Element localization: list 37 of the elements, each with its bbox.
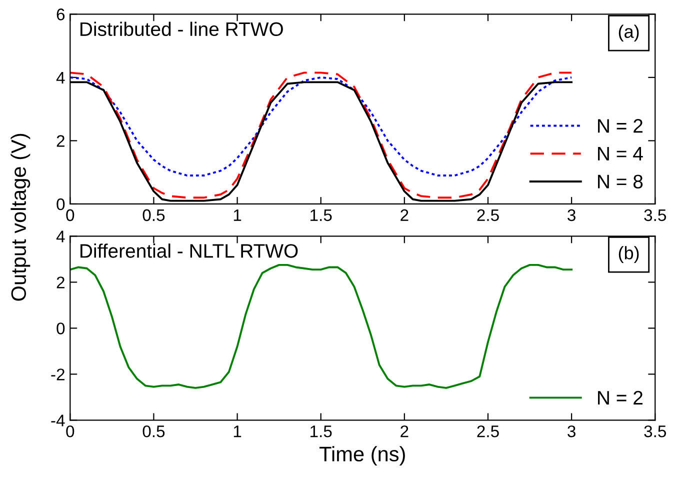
y-tick-label: 2	[56, 276, 64, 288]
chart-title: Differential - NLTL RTWO	[80, 244, 298, 258]
y-tick-label: 0	[56, 322, 65, 334]
x-tick-label: 0.5	[142, 209, 165, 222]
legend-label: N = 2	[598, 119, 642, 133]
x-tick-label: 1.5	[310, 209, 332, 222]
y-tick-label: 0	[56, 198, 65, 210]
y-tick-label: 6	[56, 8, 65, 20]
y-tick-label: -4	[51, 414, 65, 426]
x-tick-label: 0	[66, 425, 74, 438]
y-tick-label: 4	[56, 72, 65, 84]
x-tick-label: 2	[400, 209, 408, 221]
x-tick-label: 1.5	[310, 426, 332, 438]
annotation: (b)	[618, 246, 639, 263]
line-series	[70, 264, 573, 389]
x-tick-label: 2.5	[477, 425, 499, 438]
x-tick-label: 0	[66, 209, 74, 222]
y-tick-label: -2	[51, 368, 64, 380]
y-tick-label: 4	[56, 230, 65, 242]
x-tick-label: 3	[568, 209, 576, 222]
y-axis-title: Output voltage (V)	[10, 134, 30, 301]
x-tick-label: 1	[234, 426, 242, 438]
legend-label: N = 8	[598, 174, 643, 188]
x-tick-label: 2.5	[477, 209, 499, 222]
chart-title: Distributed - line RTWO	[80, 22, 283, 36]
x-tick-label: 2	[400, 425, 408, 438]
x-tick-label: 3	[568, 425, 576, 438]
legend-label: N = 2	[598, 390, 642, 404]
legend-label: N = 4	[598, 147, 643, 160]
x-tick-label: 1	[234, 209, 242, 221]
x-tick-label: 3.5	[644, 425, 666, 438]
x-tick-label: 3.5	[644, 209, 666, 222]
x-tick-label: 0.5	[142, 425, 165, 438]
x-axis-title: Time (ns)	[320, 446, 405, 466]
annotation: (a)	[618, 24, 639, 42]
y-tick-label: 2	[56, 135, 64, 147]
line-series	[70, 76, 573, 176]
